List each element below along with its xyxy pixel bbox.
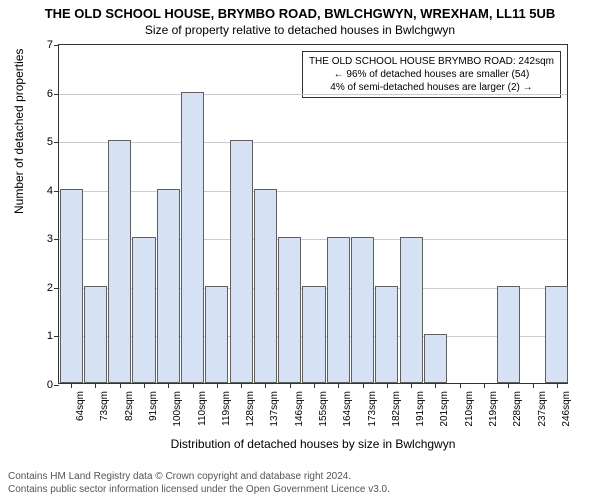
plot-area: THE OLD SCHOOL HOUSE BRYMBO ROAD: 242sqm…: [58, 44, 568, 384]
xtick-label: 91sqm: [148, 391, 159, 441]
annotation-line1: THE OLD SCHOOL HOUSE BRYMBO ROAD: 242sqm: [309, 55, 554, 68]
xtick-label: 128sqm: [245, 391, 256, 441]
xtick-mark: [265, 383, 266, 388]
xtick-label: 219sqm: [488, 391, 499, 441]
xtick-label: 64sqm: [75, 391, 86, 441]
xtick-mark: [484, 383, 485, 388]
annotation-line2: ← 96% of detached houses are smaller (54…: [309, 68, 554, 81]
xtick-mark: [144, 383, 145, 388]
ytick-label: 0: [41, 379, 53, 391]
bar: [375, 286, 398, 383]
ytick-mark: [54, 142, 59, 143]
xtick-label: 146sqm: [294, 391, 305, 441]
bar: [157, 189, 180, 383]
xtick-label: 201sqm: [439, 391, 450, 441]
ytick-mark: [54, 385, 59, 386]
bar: [132, 237, 155, 383]
bar: [84, 286, 107, 383]
bar: [327, 237, 350, 383]
bar: [302, 286, 325, 383]
xtick-label: 155sqm: [318, 391, 329, 441]
xtick-mark: [435, 383, 436, 388]
footer-line1: Contains HM Land Registry data © Crown c…: [8, 470, 600, 483]
bar: [230, 140, 253, 383]
xtick-label: 164sqm: [342, 391, 353, 441]
xtick-label: 110sqm: [197, 391, 208, 441]
xtick-label: 82sqm: [124, 391, 135, 441]
ytick-label: 7: [41, 39, 53, 51]
xtick-mark: [217, 383, 218, 388]
ytick-mark: [54, 191, 59, 192]
ytick-mark: [54, 45, 59, 46]
xtick-mark: [338, 383, 339, 388]
xtick-label: 137sqm: [269, 391, 280, 441]
y-axis-label: Number of detached properties: [12, 49, 26, 214]
bar: [424, 334, 447, 383]
xtick-label: 100sqm: [172, 391, 183, 441]
xtick-label: 191sqm: [415, 391, 426, 441]
bar: [497, 286, 520, 383]
bar: [60, 189, 83, 383]
xtick-mark: [241, 383, 242, 388]
ytick-label: 4: [41, 185, 53, 197]
gridline: [59, 94, 567, 95]
bar: [351, 237, 374, 383]
xtick-mark: [314, 383, 315, 388]
xtick-label: 119sqm: [221, 391, 232, 441]
xtick-label: 182sqm: [391, 391, 402, 441]
xtick-mark: [120, 383, 121, 388]
xtick-mark: [290, 383, 291, 388]
footer-line2: Contains public sector information licen…: [8, 483, 600, 496]
ytick-label: 3: [41, 233, 53, 245]
bar: [254, 189, 277, 383]
gridline: [59, 142, 567, 143]
xtick-mark: [387, 383, 388, 388]
xtick-label: 173sqm: [367, 391, 378, 441]
xtick-label: 237sqm: [537, 391, 548, 441]
xtick-mark: [95, 383, 96, 388]
bar: [108, 140, 131, 383]
annotation-box: THE OLD SCHOOL HOUSE BRYMBO ROAD: 242sqm…: [302, 51, 561, 98]
ytick-label: 1: [41, 330, 53, 342]
chart-subtitle: Size of property relative to detached ho…: [0, 21, 600, 41]
chart-container: THE OLD SCHOOL HOUSE, BRYMBO ROAD, BWLCH…: [0, 0, 600, 500]
xtick-label: 210sqm: [464, 391, 475, 441]
annotation-line3: 4% of semi-detached houses are larger (2…: [309, 81, 554, 94]
bar: [278, 237, 301, 383]
ytick-label: 5: [41, 136, 53, 148]
xtick-mark: [411, 383, 412, 388]
bar: [400, 237, 423, 383]
xtick-mark: [557, 383, 558, 388]
ytick-mark: [54, 94, 59, 95]
gridline: [59, 191, 567, 192]
bar: [181, 92, 204, 383]
xtick-mark: [508, 383, 509, 388]
xtick-label: 228sqm: [512, 391, 523, 441]
bar: [545, 286, 568, 383]
xtick-mark: [460, 383, 461, 388]
footer: Contains HM Land Registry data © Crown c…: [0, 470, 600, 496]
xtick-label: 73sqm: [99, 391, 110, 441]
ytick-label: 6: [41, 88, 53, 100]
bar: [205, 286, 228, 383]
chart-title: THE OLD SCHOOL HOUSE, BRYMBO ROAD, BWLCH…: [0, 0, 600, 21]
ytick-mark: [54, 336, 59, 337]
ytick-mark: [54, 239, 59, 240]
xtick-mark: [533, 383, 534, 388]
xtick-mark: [363, 383, 364, 388]
xtick-label: 246sqm: [561, 391, 572, 441]
xtick-mark: [168, 383, 169, 388]
xtick-mark: [193, 383, 194, 388]
ytick-label: 2: [41, 282, 53, 294]
xtick-mark: [71, 383, 72, 388]
ytick-mark: [54, 288, 59, 289]
